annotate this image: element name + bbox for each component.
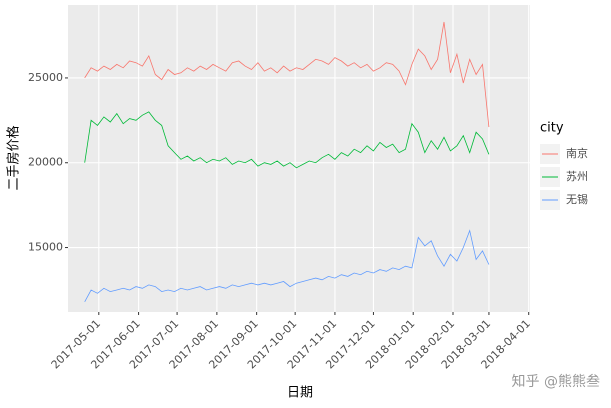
watermark: 知乎 @熊熊叁 xyxy=(512,373,600,390)
y-tick-label: 25000 xyxy=(28,71,63,84)
legend-label: 苏州 xyxy=(566,170,588,183)
y-tick-label: 20000 xyxy=(28,156,63,169)
y-tick-label: 15000 xyxy=(28,241,63,254)
series-line xyxy=(84,229,490,302)
legend-title: city xyxy=(540,121,564,136)
y-axis-title: 二手房价格 xyxy=(6,125,22,190)
x-axis-title: 日期 xyxy=(287,386,313,401)
panel xyxy=(68,5,530,312)
legend-label: 无锡 xyxy=(566,192,588,206)
series-line xyxy=(84,111,490,169)
series-line xyxy=(84,21,490,128)
legend-label: 南京 xyxy=(566,146,588,160)
